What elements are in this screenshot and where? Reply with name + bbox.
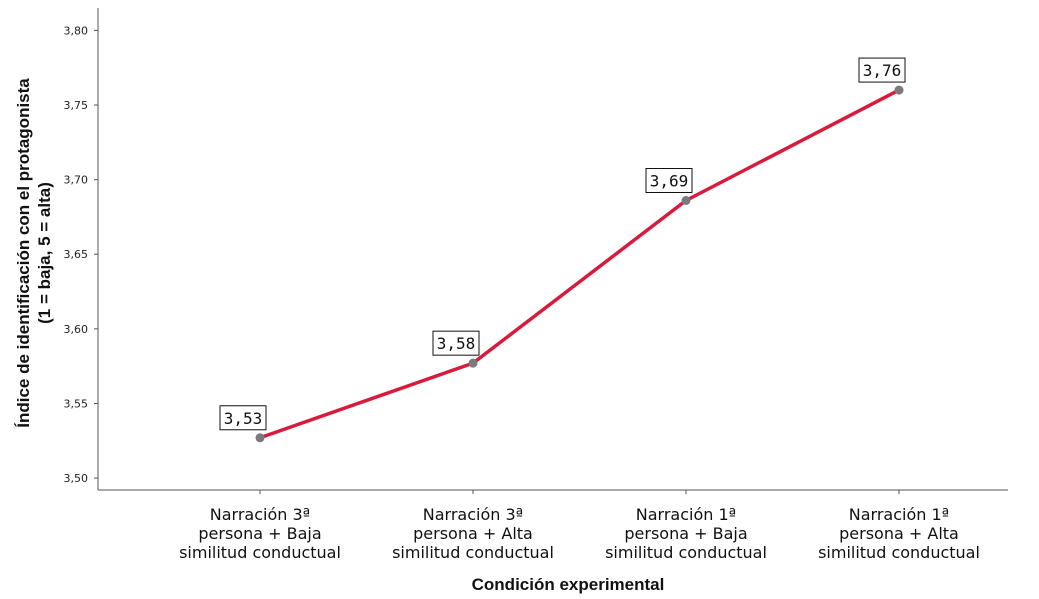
- x-tick-label-line: Narración 3ª: [210, 505, 310, 524]
- x-tick-label: Narración 1ª persona + Alta similitud cond…: [818, 505, 980, 562]
- y-tick-label: 3,75: [64, 99, 89, 112]
- y-tick-label: 3,80: [64, 24, 89, 37]
- x-tick-label-line: similitud conductual: [605, 543, 767, 562]
- series-line-group: [258, 88, 901, 440]
- x-axis-title: Condición experimental: [472, 575, 665, 594]
- x-tick-label: Narración 3ª persona + Alta similitud cond…: [392, 505, 554, 562]
- data-label-text: 3,58: [437, 334, 476, 353]
- y-tick-label: 3,65: [64, 248, 89, 261]
- y-tick-label: 3,55: [64, 397, 89, 410]
- y-tick-label: 3,70: [64, 174, 89, 187]
- x-tick-labels: Narración 3ª persona + Baja similitud cond…: [179, 505, 980, 562]
- y-axis-title: Índice de identificación con el protagon…: [14, 78, 54, 428]
- data-label-text: 3,53: [224, 409, 263, 428]
- x-tick-label-line: persona + Alta: [839, 524, 959, 543]
- x-tick-label: Narración 1ª persona + Baja similitud cond…: [605, 505, 767, 562]
- y-ticks: 3,50 3,55 3,60 3,65 3,70 3,75 3,80: [64, 24, 98, 485]
- x-tick-label-line: Narración 1ª: [849, 505, 949, 524]
- y-tick-label: 3,50: [64, 472, 89, 485]
- x-tick-label-line: similitud conductual: [818, 543, 980, 562]
- data-label: 3,76: [858, 57, 906, 83]
- x-tick-label-line: persona + Baja: [624, 524, 747, 543]
- x-tick-label-line: similitud conductual: [392, 543, 554, 562]
- y-axis-title-line-2: (1 = baja, 5 = alta): [35, 182, 54, 324]
- data-label-text: 3,76: [863, 61, 902, 80]
- x-tick-label: Narración 3ª persona + Baja similitud cond…: [179, 505, 341, 562]
- x-tick-label-line: Narración 3ª: [423, 505, 523, 524]
- data-point: [255, 433, 265, 443]
- y-tick-label: 3,60: [64, 323, 89, 336]
- x-tick-label-line: similitud conductual: [179, 543, 341, 562]
- data-label: 3,69: [645, 168, 693, 194]
- series-line: [258, 88, 901, 440]
- data-label: 3,53: [219, 405, 267, 431]
- y-axis-title-line-1: Índice de identificación con el protagon…: [14, 78, 33, 428]
- data-label-box: [645, 168, 693, 194]
- x-tick-label-line: persona + Baja: [198, 524, 321, 543]
- data-point: [468, 358, 478, 368]
- data-label: 3,58: [432, 330, 480, 356]
- data-points: [255, 85, 904, 443]
- x-tick-label-line: Narración 1ª: [636, 505, 736, 524]
- data-point: [681, 196, 691, 206]
- data-label-text: 3,69: [650, 172, 689, 191]
- data-point: [894, 85, 904, 95]
- data-label-box: [432, 330, 480, 356]
- data-label-box: [219, 405, 267, 431]
- axes: [97, 8, 1008, 494]
- x-tick-label-line: persona + Alta: [413, 524, 533, 543]
- data-label-box: [858, 57, 906, 83]
- data-labels: 3,53 3,58 3,69 3,76: [219, 57, 906, 431]
